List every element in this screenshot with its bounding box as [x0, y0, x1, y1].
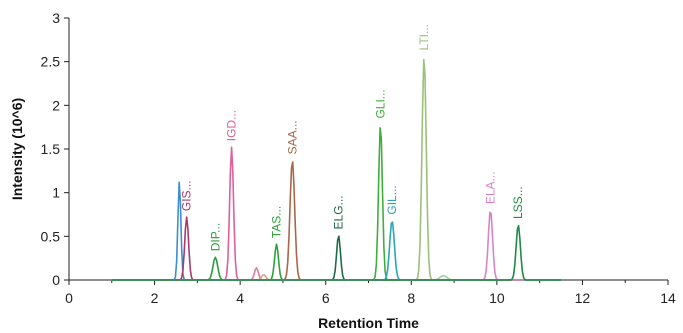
peak-label-lti: LTI... [417, 24, 431, 50]
peak-label-ela: ELA... [483, 171, 497, 204]
y-tick-label: 3 [52, 10, 60, 26]
trace-unlabeled [111, 267, 562, 281]
y-tick-label: 1.5 [41, 141, 61, 157]
x-tick-label: 2 [151, 290, 159, 306]
y-tick-label: 2 [52, 97, 60, 113]
peak-label-elg: ELG... [332, 195, 346, 229]
y-tick-label: 0 [52, 272, 60, 288]
peak-label-dip: DIP... [208, 223, 222, 251]
peak-label-tas: TAS... [270, 206, 284, 238]
y-axis-ticks: 0 0.5 1 1.5 2 2.5 3 [41, 10, 69, 288]
x-tick-label: 10 [489, 290, 505, 306]
peak-label-gis: GIS... [180, 180, 194, 211]
y-tick-label: 1 [52, 185, 60, 201]
peak-label-gli: GLI... [373, 89, 387, 118]
trace-lss [111, 224, 562, 281]
x-tick-label: 12 [575, 290, 591, 306]
peak-label-igd: IGD... [225, 110, 239, 141]
x-tick-label: 14 [660, 290, 676, 306]
peak-label-lss: LSS... [511, 186, 525, 219]
y-axis-title: Intensity (10^6) [9, 98, 25, 200]
y-tick-label: 0.5 [41, 228, 61, 244]
peak-labels: GIS... DIP... IGD... TAS... SAA... ELG... GLI.… [180, 24, 526, 251]
axes [68, 18, 668, 281]
x-tick-label: 8 [407, 290, 415, 306]
x-tick-label: 4 [236, 290, 244, 306]
chromatogram-traces [111, 58, 562, 281]
x-axis-title: Retention Time [318, 315, 419, 331]
x-axis-ticks: 0 2 4 6 8 10 12 14 [65, 280, 676, 306]
x-tick-label: 0 [65, 290, 73, 306]
x-tick-label: 6 [322, 290, 330, 306]
peak-label-saa: SAA... [285, 120, 299, 154]
peak-label-gil: GIL... [385, 185, 399, 214]
y-tick-label: 2.5 [41, 54, 61, 70]
